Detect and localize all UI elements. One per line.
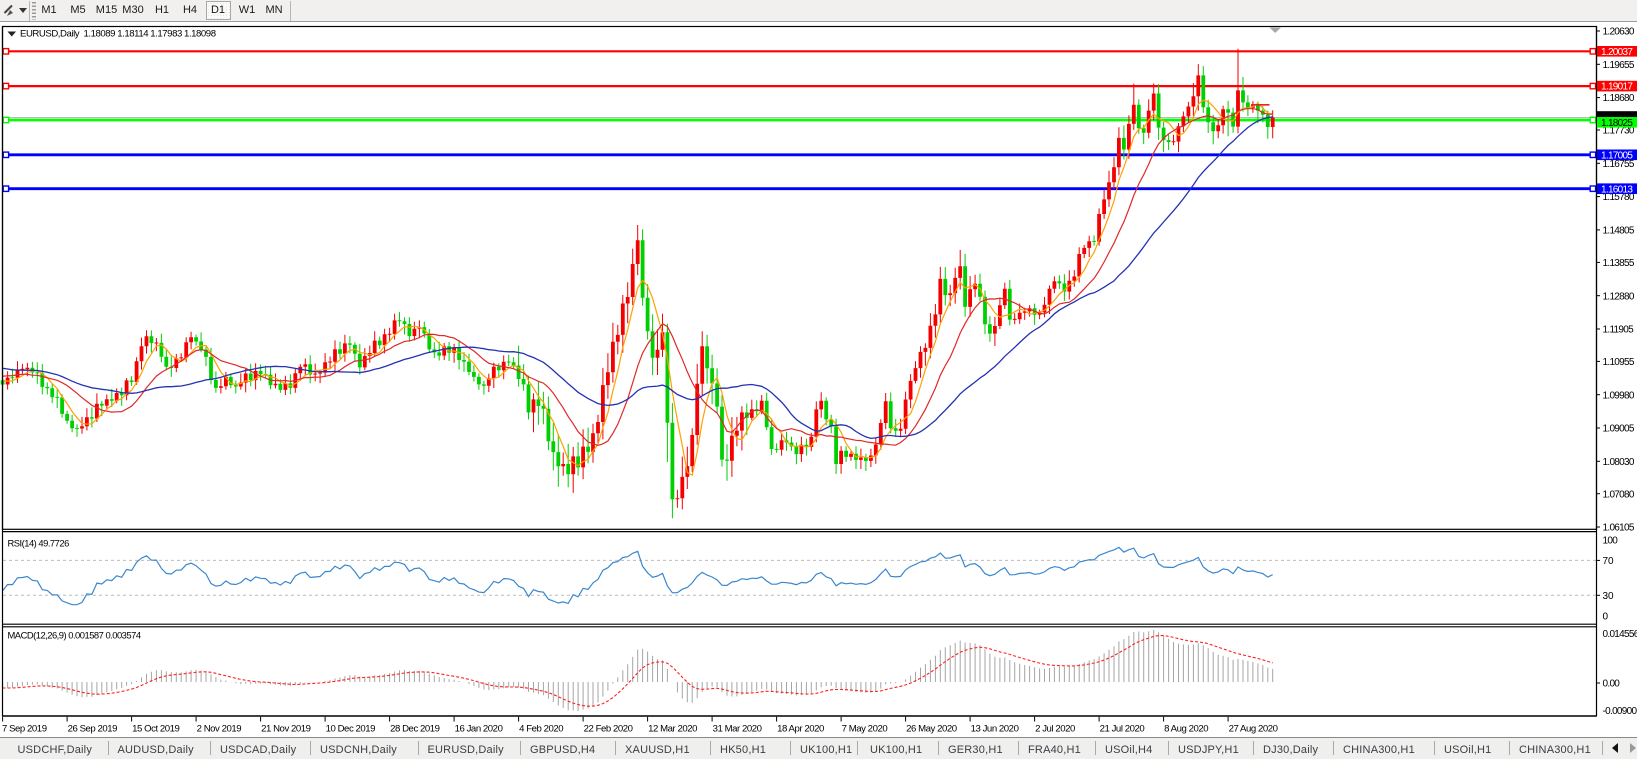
svg-text:0: 0 — [1603, 612, 1609, 623]
svg-text:12 Mar 2020: 12 Mar 2020 — [648, 724, 697, 735]
svg-text:1.18025: 1.18025 — [1601, 118, 1633, 129]
svg-text:18 Apr 2020: 18 Apr 2020 — [777, 724, 824, 735]
svg-text:1.14805: 1.14805 — [1603, 226, 1635, 237]
svg-text:15 Oct 2019: 15 Oct 2019 — [132, 724, 179, 735]
svg-text:1.09980: 1.09980 — [1603, 390, 1635, 401]
svg-text:1.07080: 1.07080 — [1603, 489, 1635, 500]
svg-text:1.19017: 1.19017 — [1601, 82, 1633, 93]
svg-text:21 Jul 2020: 21 Jul 2020 — [1100, 724, 1145, 735]
svg-text:1.13855: 1.13855 — [1603, 258, 1635, 269]
svg-text:EURUSD,Daily 1.18089 1.18114: EURUSD,Daily 1.18089 1.18114 1.17983 1.1… — [20, 28, 216, 39]
svg-text:26 May 2020: 26 May 2020 — [906, 724, 957, 735]
svg-text:1.16013: 1.16013 — [1601, 184, 1633, 195]
svg-text:1.08030: 1.08030 — [1603, 457, 1635, 468]
svg-text:1.17005: 1.17005 — [1601, 150, 1633, 161]
svg-text:4 Feb 2020: 4 Feb 2020 — [519, 724, 563, 735]
svg-text:1.10955: 1.10955 — [1603, 357, 1635, 368]
svg-text:7 Sep 2019: 7 Sep 2019 — [2, 724, 47, 735]
svg-text:1.19655: 1.19655 — [1603, 60, 1635, 71]
svg-text:8 Aug 2020: 8 Aug 2020 — [1164, 724, 1208, 735]
svg-text:MACD(12,26,9) 0.001587 0.00357: MACD(12,26,9) 0.001587 0.003574 — [8, 630, 141, 641]
svg-text:1.12880: 1.12880 — [1603, 291, 1635, 302]
svg-text:1.20630: 1.20630 — [1603, 27, 1635, 38]
svg-text:0.00: 0.00 — [1603, 679, 1621, 690]
svg-text:16 Jan 2020: 16 Jan 2020 — [455, 724, 503, 735]
svg-text:30: 30 — [1603, 591, 1615, 602]
svg-text:RSI(14) 49.7726: RSI(14) 49.7726 — [8, 538, 70, 549]
svg-text:22 Feb 2020: 22 Feb 2020 — [584, 724, 633, 735]
svg-text:1.09005: 1.09005 — [1603, 424, 1635, 435]
svg-text:1.06105: 1.06105 — [1603, 523, 1635, 534]
svg-text:1.11905: 1.11905 — [1603, 325, 1635, 336]
svg-text:31 Mar 2020: 31 Mar 2020 — [713, 724, 762, 735]
svg-text:1.18680: 1.18680 — [1603, 93, 1635, 104]
svg-text:28 Dec 2019: 28 Dec 2019 — [390, 724, 440, 735]
svg-text:1.20037: 1.20037 — [1601, 47, 1633, 58]
svg-text:13 Jun 2020: 13 Jun 2020 — [971, 724, 1019, 735]
svg-text:2 Nov 2019: 2 Nov 2019 — [197, 724, 242, 735]
svg-text:21 Nov 2019: 21 Nov 2019 — [261, 724, 311, 735]
svg-text:-0.00900: -0.00900 — [1603, 706, 1637, 717]
svg-text:0.014556: 0.014556 — [1603, 629, 1637, 640]
svg-text:100: 100 — [1603, 536, 1619, 547]
svg-text:2 Jul 2020: 2 Jul 2020 — [1035, 724, 1075, 735]
svg-text:27 Aug 2020: 27 Aug 2020 — [1229, 724, 1278, 735]
svg-text:10 Dec 2019: 10 Dec 2019 — [326, 724, 376, 735]
svg-text:26 Sep 2019: 26 Sep 2019 — [68, 724, 118, 735]
svg-text:7 May 2020: 7 May 2020 — [842, 724, 888, 735]
svg-text:70: 70 — [1603, 556, 1615, 567]
